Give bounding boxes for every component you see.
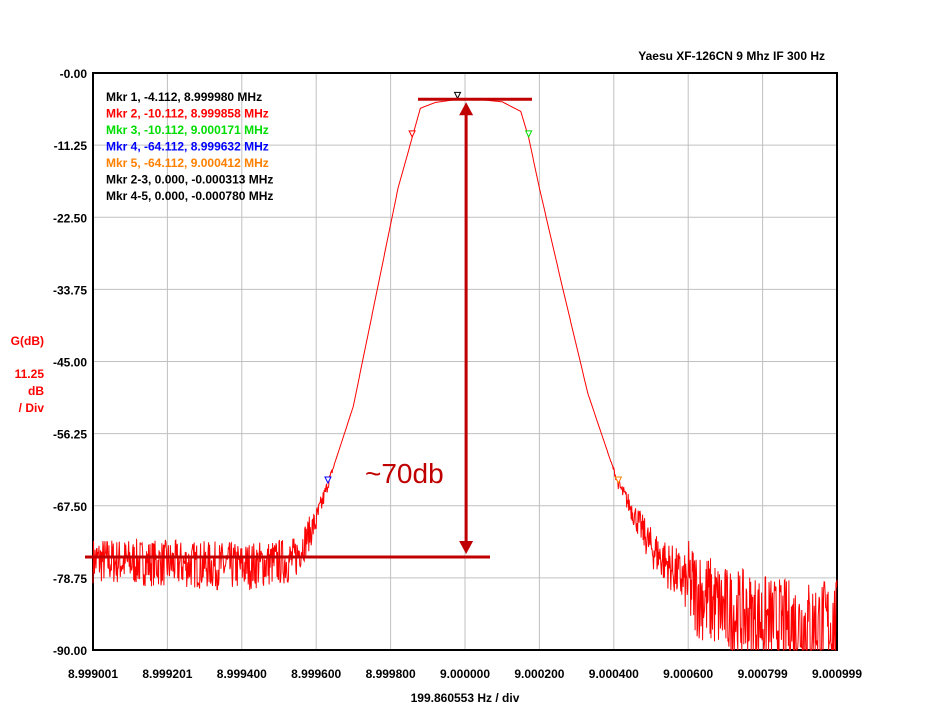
y-tick-label: -90.00: [53, 644, 87, 658]
y-axis-label-3: / Div: [19, 401, 45, 415]
marker-1-triangle: [453, 91, 462, 100]
arrow-down-icon: [459, 541, 474, 555]
annotation: [85, 97, 532, 559]
x-tick-label: 8.999400: [217, 667, 267, 681]
x-axis-label: 199.860553 Hz / div: [411, 691, 520, 705]
marker-3-triangle: [524, 130, 533, 138]
y-axis-label-0: G(dB): [11, 334, 44, 348]
y-tick-label: -22.50: [53, 211, 87, 225]
y-tick-label: -11.25: [54, 139, 88, 153]
legend-entry: Mkr 4, -64.112, 8.999632 MHz: [106, 140, 269, 154]
legend-entry: Mkr 1, -4.112, 8.999980 MHz: [106, 90, 262, 104]
legend-entry: Mkr 5, -64.112, 9.000412 MHz: [106, 156, 269, 170]
plot-border: [92, 72, 838, 651]
x-tick-label: 9.000999: [812, 667, 862, 681]
x-tick-label: 9.000200: [514, 667, 564, 681]
x-tick-label: 8.999201: [142, 667, 192, 681]
y-tick-label: -78.75: [53, 572, 87, 586]
legend-entry: Mkr 4-5, 0.000, -0.000780 MHz: [106, 189, 273, 203]
x-tick-label: 9.000400: [589, 667, 639, 681]
y-tick-label: -56.25: [53, 428, 87, 442]
y-tick-label: -0.00: [60, 67, 88, 81]
legend-entry: Mkr 2, -10.112, 8.999858 MHz: [106, 107, 269, 121]
y-tick-label: -45.00: [53, 356, 87, 370]
x-tick-label: 8.999600: [291, 667, 341, 681]
x-tick-label: 8.999001: [68, 667, 118, 681]
y-tick-label: -33.75: [53, 283, 87, 297]
marker-4-triangle: [324, 476, 332, 485]
marker-2-triangle: [408, 130, 416, 138]
marker-legend: Mkr 1, -4.112, 8.999980 MHz Mkr 2, -10.11…: [106, 90, 273, 203]
annotation-text: ~70db: [365, 458, 444, 489]
legend-entry: Mkr 2-3, 0.000, -0.000313 MHz: [106, 173, 273, 187]
legend-entry: Mkr 3, -10.112, 9.000171 MHz: [106, 123, 269, 137]
marker-5-triangle: [614, 476, 623, 485]
arrow-up-icon: [459, 102, 474, 116]
chart-title: Yaesu XF-126CN 9 Mhz IF 300 Hz: [638, 49, 825, 63]
x-tick-label: 8.999800: [366, 667, 416, 681]
x-tick-label: 9.000600: [663, 667, 713, 681]
y-axis-label-1: 11.25: [15, 367, 45, 381]
x-tick-label: 9.000000: [440, 667, 490, 681]
y-axis-label-2: dB: [28, 384, 44, 398]
y-tick-label: -67.50: [53, 500, 87, 514]
x-tick-label: 9.000799: [738, 667, 788, 681]
